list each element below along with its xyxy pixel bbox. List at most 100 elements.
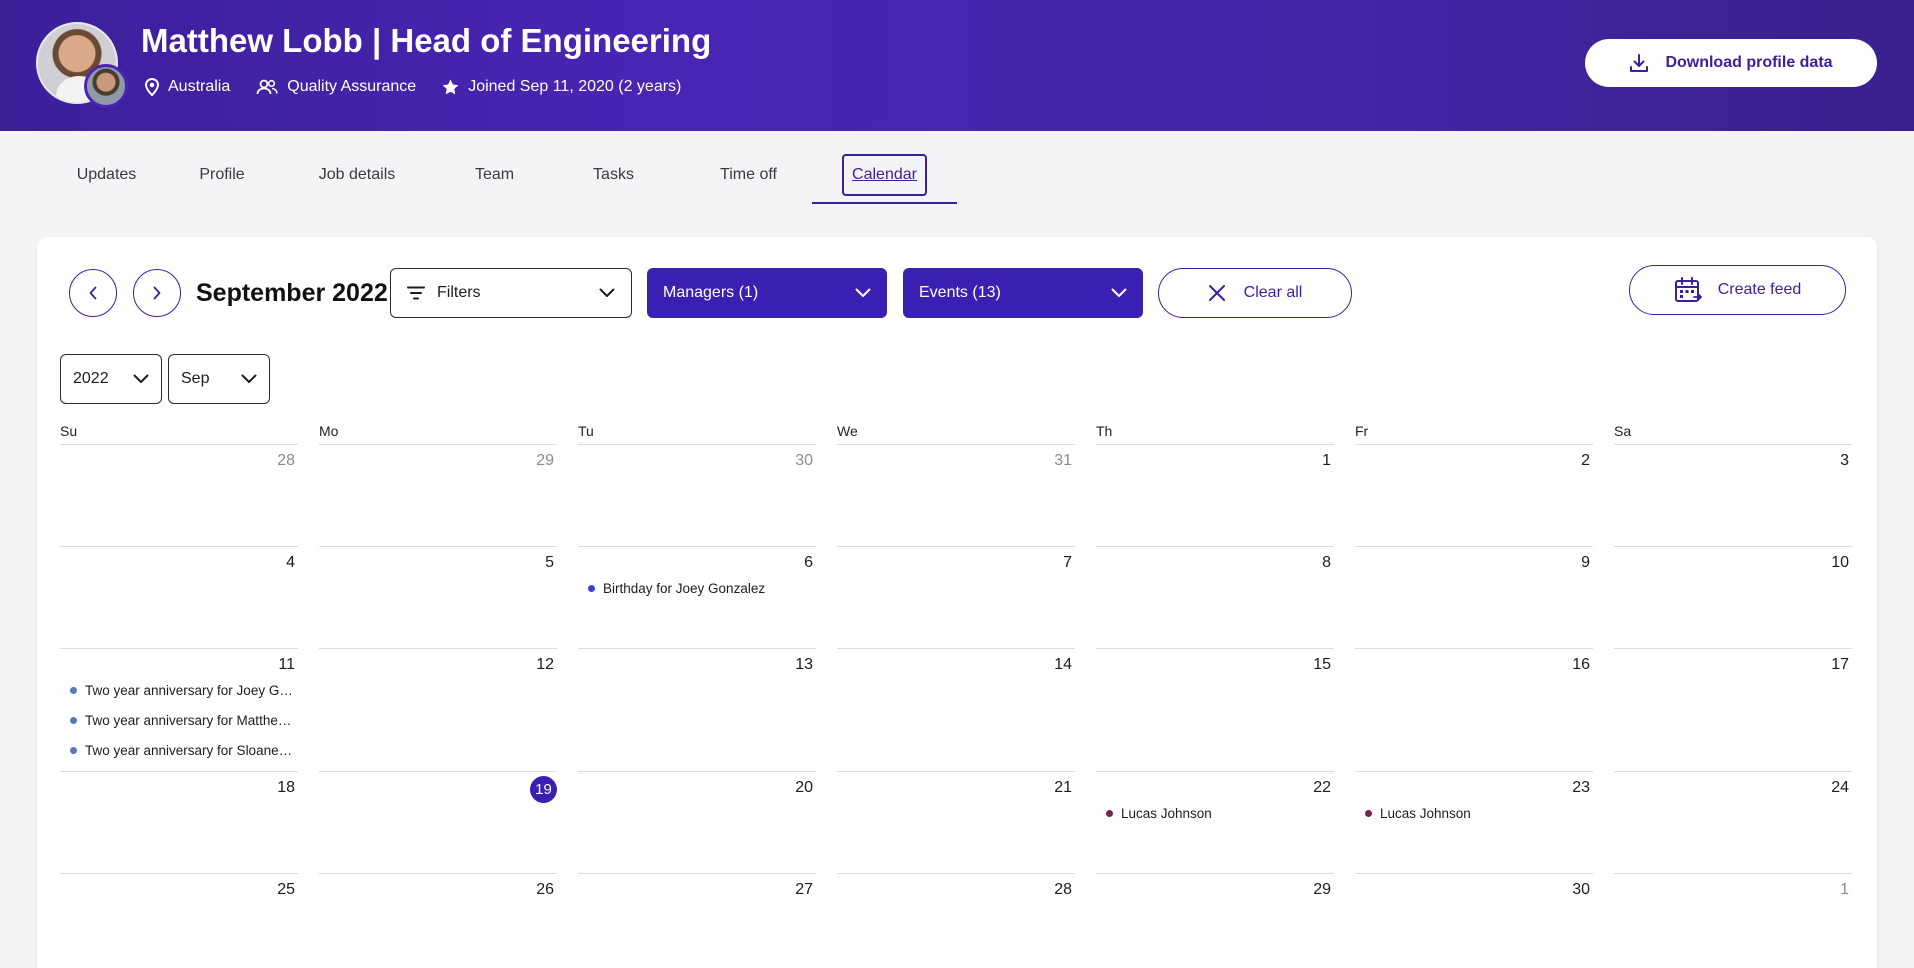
profile-avatar[interactable] xyxy=(36,22,118,104)
calendar-card: September 2022 Filters Managers (1) Even… xyxy=(37,237,1877,968)
day-number: 22 xyxy=(1313,779,1331,796)
day-cell[interactable]: 14 xyxy=(837,649,1075,772)
calendar-event[interactable]: Birthday for Joey Gonzalez xyxy=(588,581,765,596)
day-cell[interactable]: 1 xyxy=(1096,445,1334,547)
day-cell[interactable]: 16 xyxy=(1355,649,1593,772)
tab-updates[interactable]: Updates xyxy=(36,150,177,200)
calendar-event[interactable]: Two year anniversary for Joey Gonzalez xyxy=(70,683,293,698)
day-cell[interactable]: 5 xyxy=(319,547,557,649)
calendar-grid: Su Mo Tu We Th Fr Sa 28 29 30 31 1 2 3 4… xyxy=(60,423,1854,944)
day-cell[interactable]: 6 Birthday for Joey Gonzalez xyxy=(578,547,816,649)
day-cell[interactable]: 29 xyxy=(1096,874,1334,944)
day-cell[interactable]: 19 xyxy=(319,772,557,874)
day-number: 8 xyxy=(1322,554,1331,571)
day-number: 29 xyxy=(536,452,554,469)
tab-profile[interactable]: Profile xyxy=(177,150,267,200)
calendar-feed-icon xyxy=(1674,277,1702,302)
day-cell[interactable]: 11 Two year anniversary for Joey Gonzale… xyxy=(60,649,298,772)
tab-job-details[interactable]: Job details xyxy=(267,150,447,200)
day-cell[interactable]: 2 xyxy=(1355,445,1593,547)
day-number: 25 xyxy=(277,881,295,898)
day-cell[interactable]: 29 xyxy=(319,445,557,547)
day-cell[interactable]: 1 xyxy=(1614,874,1852,944)
day-number: 24 xyxy=(1831,779,1849,796)
day-cell[interactable]: 9 xyxy=(1355,547,1593,649)
chevron-left-icon xyxy=(89,286,97,300)
tab-label: Updates xyxy=(76,166,137,183)
weekday-label: Th xyxy=(1096,423,1334,445)
next-month-button[interactable] xyxy=(133,269,181,317)
day-cell[interactable]: 17 xyxy=(1614,649,1852,772)
events-label: Events (13) xyxy=(919,284,1001,301)
star-icon xyxy=(442,79,459,95)
weekday-label: Sa xyxy=(1614,423,1852,445)
department-text: Quality Assurance xyxy=(287,78,417,95)
event-dot xyxy=(588,585,595,592)
day-number: 30 xyxy=(1572,881,1590,898)
day-cell[interactable]: 26 xyxy=(319,874,557,944)
day-number: 26 xyxy=(536,881,554,898)
tab-tasks[interactable]: Tasks xyxy=(542,150,685,200)
event-title: Birthday for Joey Gonzalez xyxy=(603,581,766,596)
previous-month-button[interactable] xyxy=(69,269,117,317)
tab-time-off[interactable]: Time off xyxy=(685,150,812,200)
day-cell[interactable]: 25 xyxy=(60,874,298,944)
day-number: 6 xyxy=(804,554,813,571)
day-cell[interactable]: 3 xyxy=(1614,445,1852,547)
day-cell[interactable]: 23 Lucas Johnson xyxy=(1355,772,1593,874)
location-text: Australia xyxy=(168,78,231,95)
calendar-event[interactable]: Lucas Johnson xyxy=(1106,806,1212,821)
day-cell[interactable]: 21 xyxy=(837,772,1075,874)
event-title: Two year anniversary for Matthew Lobb xyxy=(85,713,293,728)
day-cell[interactable]: 12 xyxy=(319,649,557,772)
day-cell[interactable]: 22 Lucas Johnson xyxy=(1096,772,1334,874)
event-dot xyxy=(70,717,77,724)
day-number: 10 xyxy=(1831,554,1849,571)
calendar-event[interactable]: Two year anniversary for Sloane Davis xyxy=(70,743,293,758)
chevron-down-icon xyxy=(241,374,257,383)
day-cell[interactable]: 18 xyxy=(60,772,298,874)
day-number: 1 xyxy=(1322,452,1331,469)
event-title: Two year anniversary for Sloane Davis xyxy=(85,743,293,758)
day-cell[interactable]: 10 xyxy=(1614,547,1852,649)
day-number: 30 xyxy=(795,452,813,469)
day-number: 28 xyxy=(1054,881,1072,898)
month-select[interactable]: Sep xyxy=(168,354,270,404)
calendar-event[interactable]: Two year anniversary for Matthew Lobb xyxy=(70,713,293,728)
calendar-week: 25 26 27 28 29 30 1 xyxy=(60,874,1854,944)
manager-avatar[interactable] xyxy=(84,64,128,108)
events-dropdown[interactable]: Events (13) xyxy=(903,268,1143,318)
filters-label: Filters xyxy=(437,284,481,301)
calendar-event[interactable]: Lucas Johnson xyxy=(1365,806,1471,821)
day-cell[interactable]: 30 xyxy=(1355,874,1593,944)
day-cell[interactable]: 15 xyxy=(1096,649,1334,772)
day-number: 11 xyxy=(278,656,295,673)
day-cell[interactable]: 20 xyxy=(578,772,816,874)
day-number: 23 xyxy=(1572,779,1590,796)
tab-team[interactable]: Team xyxy=(447,150,542,200)
day-cell[interactable]: 13 xyxy=(578,649,816,772)
day-number: 27 xyxy=(795,881,813,898)
day-cell[interactable]: 7 xyxy=(837,547,1075,649)
day-cell[interactable]: 4 xyxy=(60,547,298,649)
filters-dropdown[interactable]: Filters xyxy=(390,268,632,318)
today-marker: 19 xyxy=(530,776,557,803)
day-cell[interactable]: 27 xyxy=(578,874,816,944)
download-profile-button[interactable]: Download profile data xyxy=(1585,39,1877,87)
year-select[interactable]: 2022 xyxy=(60,354,162,404)
day-cell[interactable]: 8 xyxy=(1096,547,1334,649)
day-number: 9 xyxy=(1581,554,1590,571)
profile-header: Matthew Lobb | Head of Engineering Austr… xyxy=(0,0,1914,131)
day-cell[interactable]: 28 xyxy=(837,874,1075,944)
day-cell[interactable]: 28 xyxy=(60,445,298,547)
tab-calendar[interactable]: Calendar xyxy=(812,150,957,204)
clear-all-button[interactable]: Clear all xyxy=(1158,268,1352,318)
day-number: 18 xyxy=(277,779,295,796)
chevron-right-icon xyxy=(153,286,161,300)
managers-dropdown[interactable]: Managers (1) xyxy=(647,268,887,318)
day-cell[interactable]: 24 xyxy=(1614,772,1852,874)
calendar-week: 18 19 20 21 22 Lucas Johnson 23 Lucas Jo… xyxy=(60,772,1854,874)
day-cell[interactable]: 31 xyxy=(837,445,1075,547)
create-feed-button[interactable]: Create feed xyxy=(1629,265,1846,315)
day-cell[interactable]: 30 xyxy=(578,445,816,547)
